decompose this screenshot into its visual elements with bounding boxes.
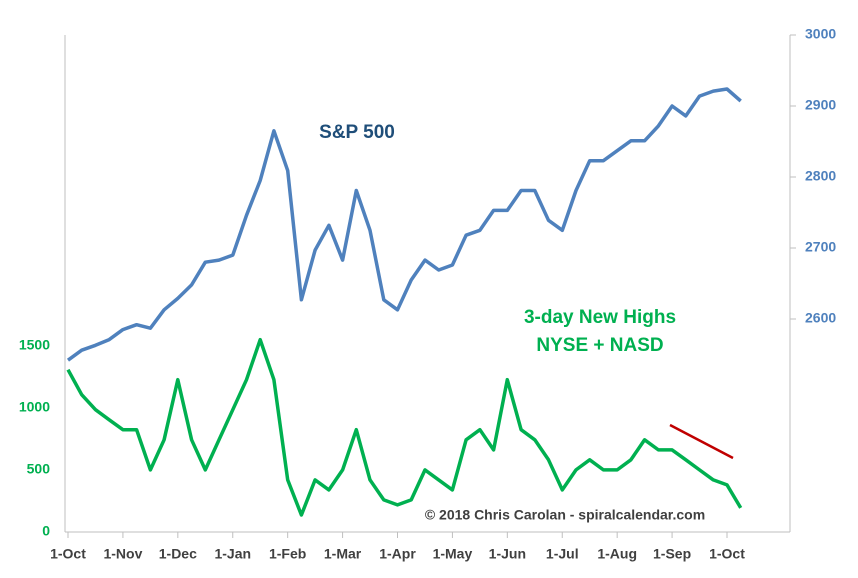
y-tick-label: 1000 [19, 398, 50, 414]
x-tick-label: 1-Aug [597, 546, 637, 562]
trend-line [669, 423, 734, 460]
series-line [66, 87, 742, 362]
sp500-label: S&P 500 [319, 122, 395, 143]
x-tick-label: 1-Oct [709, 546, 745, 562]
y2-tick-label: 2600 [805, 310, 836, 326]
x-tick-label: 1-Sep [653, 546, 691, 562]
y-tick-label: 0 [42, 523, 50, 539]
x-tick-label: 1-Jan [214, 546, 251, 562]
x-tick-label: 1-Oct [50, 546, 86, 562]
x-tick-label: 1-Jun [489, 546, 526, 562]
y2-tick-label: 2800 [805, 168, 836, 184]
copyright: © 2018 Chris Carolan - spiralcalendar.co… [425, 507, 705, 523]
x-tick-label: 1-Feb [269, 546, 306, 562]
y2-tick-label: 2900 [805, 97, 836, 113]
y-tick-label: 500 [27, 461, 51, 477]
x-tick-label: 1-Jul [546, 546, 579, 562]
highs-sublabel: NYSE + NASD [536, 335, 663, 356]
series-line [66, 337, 743, 517]
x-tick-label: 1-Mar [324, 546, 362, 562]
x-tick-label: 1-Dec [159, 546, 197, 562]
y-tick-label: 1500 [19, 336, 50, 352]
x-tick-label: 1-May [433, 546, 473, 562]
y2-tick-label: 2700 [805, 239, 836, 255]
x-tick-label: 1-Apr [379, 546, 416, 562]
x-tick-label: 1-Nov [103, 546, 142, 562]
highs-label: 3-day New Highs [524, 307, 676, 328]
y2-tick-label: 3000 [805, 26, 836, 42]
